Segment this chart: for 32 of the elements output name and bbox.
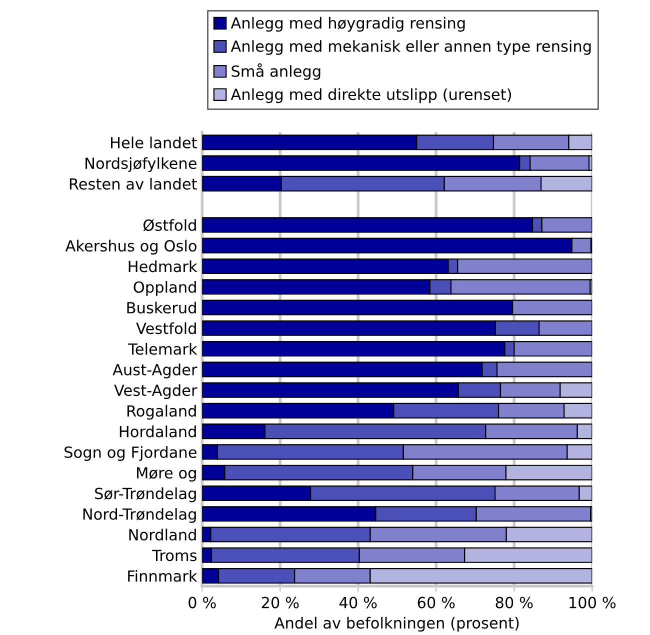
y-tick-label: Nord-Trøndelag (83, 508, 196, 523)
y-tick-label: Finnmark (128, 570, 198, 582)
y-tick-label: Østfold (143, 219, 196, 232)
x-tick-label: 20 % (262, 596, 299, 608)
legend-label: Små anlegg (232, 63, 320, 80)
y-tick-label: Møre og (137, 467, 196, 482)
x-tick-label: 60 % (418, 596, 455, 608)
y-tick-label: Hordaland (120, 426, 196, 438)
y-tick-label: Sogn og Fjordane (64, 446, 196, 461)
y-tick-label: Aust-Agder (112, 364, 198, 378)
y-tick-label: Sør-Trøndelag (95, 487, 196, 502)
y-tick-label: Vestfold (136, 322, 196, 334)
y-tick-label: Telemark (128, 342, 198, 355)
y-tick-label: Vest-Agder (114, 384, 198, 400)
y-tick-label: Buskerud (127, 302, 196, 314)
y-tick-label: Hele landet (111, 136, 197, 148)
y-tick-label: Nordland (129, 528, 196, 541)
y-tick-label: Hedmark (128, 260, 198, 272)
y-tick-label: Troms (152, 550, 197, 562)
y-tick-label: Rogaland (127, 404, 196, 420)
x-tick-label: 40 % (339, 596, 377, 608)
x-tick-label: 100 % (570, 596, 616, 608)
legend-label: Anlegg med direkte utslipp (urenset) (230, 88, 511, 104)
x-axis-title: Andel av befolkningen (prosent) (274, 616, 519, 632)
y-tick-label: Resten av landet (70, 178, 197, 190)
y-tick-label: Oppland (134, 281, 196, 296)
y-tick-label: Akershus og Oslo (65, 240, 196, 255)
x-tick-label: 80 % (496, 596, 533, 608)
legend-label: Anlegg med høygradig rensing (230, 16, 465, 32)
y-tick-label: Nordsjøfylkene (86, 157, 196, 172)
legend-label: Anlegg med mekanisk eller annen type rensing (230, 40, 591, 55)
x-tick-label: 0 % (188, 596, 216, 608)
